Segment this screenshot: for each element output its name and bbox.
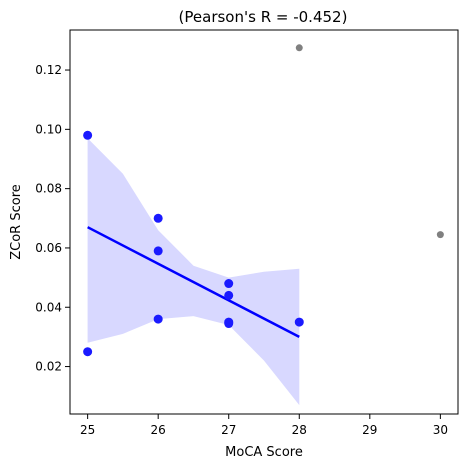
data-point [83,130,93,140]
confidence-band [87,138,300,406]
x-axis-label: MoCA Score [225,445,303,460]
y-axis: 0.02 0.04 0.06 0.08 0.10 0.12 [35,63,70,374]
x-tick-label: 25 [80,423,95,437]
y-tick-label: 0.02 [35,360,62,374]
data-point [224,290,234,300]
plot-frame [69,29,459,415]
data-point [436,231,444,239]
x-tick-label: 26 [151,423,166,437]
data-point [224,319,234,329]
y-tick-label: 0.12 [35,63,62,77]
data-point [153,246,163,256]
y-tick-label: 0.10 [35,122,62,136]
data-point [294,317,304,327]
y-tick-label: 0.08 [35,182,62,196]
x-tick-label: 28 [292,423,307,437]
regression-line-layer [87,226,300,339]
data-point [83,347,93,357]
data-point [153,213,163,223]
chart-title: (Pearson's R = -0.452) [179,8,348,26]
x-tick-label: 30 [433,423,448,437]
data-point [153,314,163,324]
y-tick-label: 0.06 [35,241,62,255]
y-tick-label: 0.04 [35,300,62,314]
data-point [224,279,234,289]
data-point [295,44,303,52]
x-tick-label: 29 [362,423,377,437]
data-points-layer [83,44,444,357]
confidence-band-layer [87,138,300,406]
regression-line [87,226,300,339]
x-tick-label: 27 [221,423,236,437]
x-axis: 25 26 27 28 29 30 [80,414,448,437]
y-axis-label: ZCoR Score [9,184,24,260]
